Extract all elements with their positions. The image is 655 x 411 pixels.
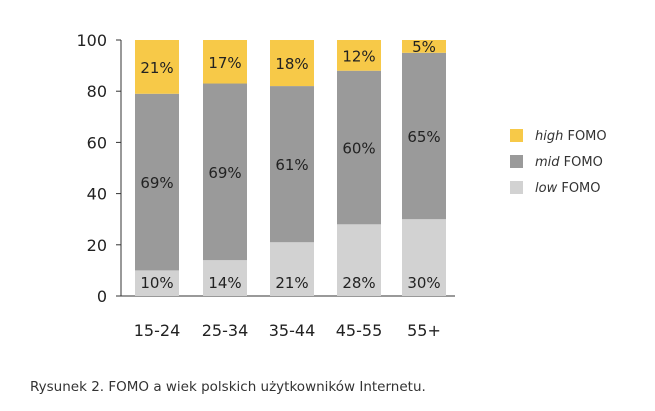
legend-swatch-high bbox=[510, 129, 523, 142]
data-label-mid: 69% bbox=[208, 164, 241, 182]
data-label-high: 17% bbox=[208, 54, 241, 72]
data-label-low: 21% bbox=[275, 274, 308, 292]
y-tick-label: 40 bbox=[87, 185, 107, 204]
bar-segment-high bbox=[337, 40, 381, 71]
bar-segment-high bbox=[135, 40, 179, 94]
data-label-low: 10% bbox=[140, 274, 173, 292]
axis-layer: 0 20 40 60 80 100 15-24 25-34 35-44 45-55 55+ bbox=[76, 31, 455, 340]
data-label-mid: 60% bbox=[342, 140, 375, 158]
y-tick-label: 20 bbox=[87, 236, 107, 255]
y-tick-label: 60 bbox=[87, 133, 107, 152]
bar-segment-high bbox=[270, 40, 314, 87]
x-tick-label: 15-24 bbox=[134, 321, 181, 340]
legend: high FOMO mid FOMO low FOMO bbox=[510, 129, 607, 196]
y-tick-label: 80 bbox=[87, 82, 107, 101]
bar-segment-low bbox=[337, 224, 381, 296]
bar-segment-mid bbox=[337, 70, 381, 225]
data-label-high: 5% bbox=[412, 38, 436, 56]
data-label-mid: 65% bbox=[407, 128, 440, 146]
data-label-low: 30% bbox=[407, 274, 440, 292]
data-label-low: 28% bbox=[342, 274, 375, 292]
bar-segment-mid bbox=[135, 93, 179, 271]
x-tick-label: 55+ bbox=[407, 321, 441, 340]
bars-layer bbox=[135, 40, 446, 296]
data-label-high: 21% bbox=[140, 59, 173, 77]
bar-segment-mid bbox=[270, 86, 314, 243]
figure-caption: Rysunek 2. FOMO a wiek polskich użytkown… bbox=[30, 379, 426, 395]
bar-segment-high bbox=[402, 40, 446, 53]
bar-segment-low bbox=[135, 270, 179, 296]
bar-segment-low bbox=[203, 260, 247, 296]
bar-segment-mid bbox=[203, 83, 247, 261]
legend-swatch-mid bbox=[510, 155, 523, 168]
labels-layer: 10% 69% 21% 14% 69% 17% 21% 61% 18% 28% 60% 12% 30% 6… bbox=[140, 38, 440, 292]
x-tick-label: 25-34 bbox=[202, 321, 249, 340]
data-label-low: 14% bbox=[208, 274, 241, 292]
bar-segment-high bbox=[203, 40, 247, 84]
data-label-high: 12% bbox=[342, 47, 375, 65]
x-tick-label: 35-44 bbox=[269, 321, 316, 340]
x-tick-label: 45-55 bbox=[336, 321, 383, 340]
bar-segment-low bbox=[270, 242, 314, 296]
legend-swatch-low bbox=[510, 181, 523, 194]
data-label-mid: 61% bbox=[275, 156, 308, 174]
bar-segment-low bbox=[402, 219, 446, 296]
y-tick-label: 100 bbox=[76, 31, 107, 50]
y-tick-label: 0 bbox=[97, 287, 107, 306]
data-label-mid: 69% bbox=[140, 174, 173, 192]
data-label-high: 18% bbox=[275, 55, 308, 73]
legend-label-mid: mid FOMO bbox=[535, 155, 603, 170]
bar-segment-mid bbox=[402, 52, 446, 220]
legend-label-high: high FOMO bbox=[535, 129, 607, 144]
legend-label-low: low FOMO bbox=[535, 181, 601, 196]
